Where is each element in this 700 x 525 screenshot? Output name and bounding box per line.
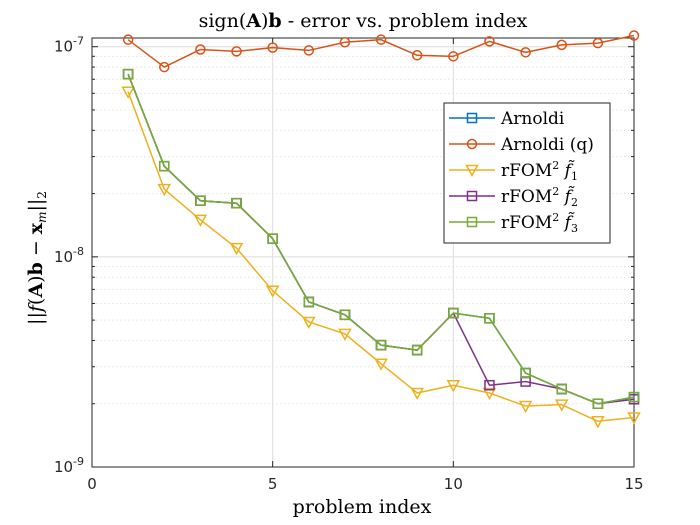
data-point [628, 30, 640, 41]
data-point [520, 367, 531, 379]
data-point [448, 307, 459, 319]
data-point [229, 242, 244, 256]
data-point [157, 183, 172, 197]
x-tick-label: 15 [624, 475, 643, 493]
chart-title: sign(A)b - error vs. problem index [199, 10, 528, 32]
data-point [465, 164, 479, 178]
data-point [556, 383, 567, 395]
data-point [159, 160, 170, 172]
data-point [231, 197, 242, 209]
data-point [122, 34, 134, 45]
legend-entry: rFOM2 f̃1 [449, 159, 578, 183]
data-point [339, 309, 351, 321]
data-point [484, 36, 495, 47]
data-point [303, 45, 315, 56]
data-point [592, 398, 604, 409]
series-line [127, 91, 635, 423]
data-point [410, 387, 424, 401]
data-point [518, 400, 533, 414]
data-point [466, 112, 478, 124]
data-point [231, 46, 242, 57]
x-tick-label: 5 [268, 475, 278, 493]
data-point [592, 37, 604, 49]
data-point [466, 138, 478, 150]
data-point [556, 39, 567, 51]
y-tick-label: 10-9 [54, 455, 84, 476]
data-point [375, 34, 387, 45]
y-tick-label: 10-7 [54, 35, 84, 56]
series-line [127, 73, 635, 405]
plot-frame [91, 37, 635, 468]
series-line [127, 34, 635, 68]
data-point [520, 47, 531, 58]
data-point [265, 285, 280, 298]
series-2 [122, 30, 640, 73]
data-point [484, 379, 495, 391]
data-point [267, 233, 278, 244]
data-point [121, 86, 135, 99]
data-point [122, 68, 134, 80]
data-point [411, 344, 423, 356]
data-point [193, 214, 208, 227]
series-3 [121, 86, 641, 429]
data-point [466, 216, 478, 228]
data-point [195, 195, 206, 206]
data-point [338, 328, 352, 341]
data-point [159, 61, 170, 73]
legend-entry: rFOM2 f̃3 [449, 211, 578, 235]
y-axis-label: ||f(A)b − xm||2 [25, 191, 49, 325]
data-point [466, 190, 478, 202]
x-axis-label: problem index [293, 496, 432, 518]
data-point [448, 51, 459, 62]
data-point [627, 412, 641, 425]
plot-area [121, 30, 641, 429]
series-5 [122, 68, 640, 409]
data-point [303, 296, 315, 308]
data-point [339, 36, 351, 48]
legend-entry: rFOM2 f̃2 [449, 185, 578, 209]
data-point [375, 339, 387, 351]
axis-labels: sign(A)b - error vs. problem index probl… [25, 10, 528, 518]
legend-label: Arnoldi [500, 109, 565, 129]
legend-label: rFOM2 f̃1 [501, 159, 578, 183]
axes: 0 5 10 15 10-9 10-8 10-7 [54, 35, 644, 493]
data-point [267, 42, 278, 53]
legend-entry: Arnoldi [449, 109, 565, 129]
legend-label: rFOM2 f̃3 [501, 211, 578, 235]
data-point [554, 399, 569, 412]
data-point [446, 379, 461, 393]
x-tick-label: 10 [444, 475, 463, 493]
legend-entry: Arnoldi (q) [449, 135, 594, 155]
data-point [628, 391, 640, 403]
data-point [482, 387, 497, 401]
y-tick-label: 10-8 [54, 245, 84, 266]
data-point [591, 416, 605, 429]
legend-label: Arnoldi (q) [500, 135, 594, 155]
data-point [411, 50, 423, 61]
data-point [195, 44, 206, 55]
data-point [374, 358, 388, 371]
data-point [302, 316, 316, 330]
x-tick-label: 0 [87, 475, 97, 493]
legend-box [443, 102, 611, 244]
data-point [484, 313, 495, 324]
legend-label: rFOM2 f̃2 [501, 185, 578, 209]
